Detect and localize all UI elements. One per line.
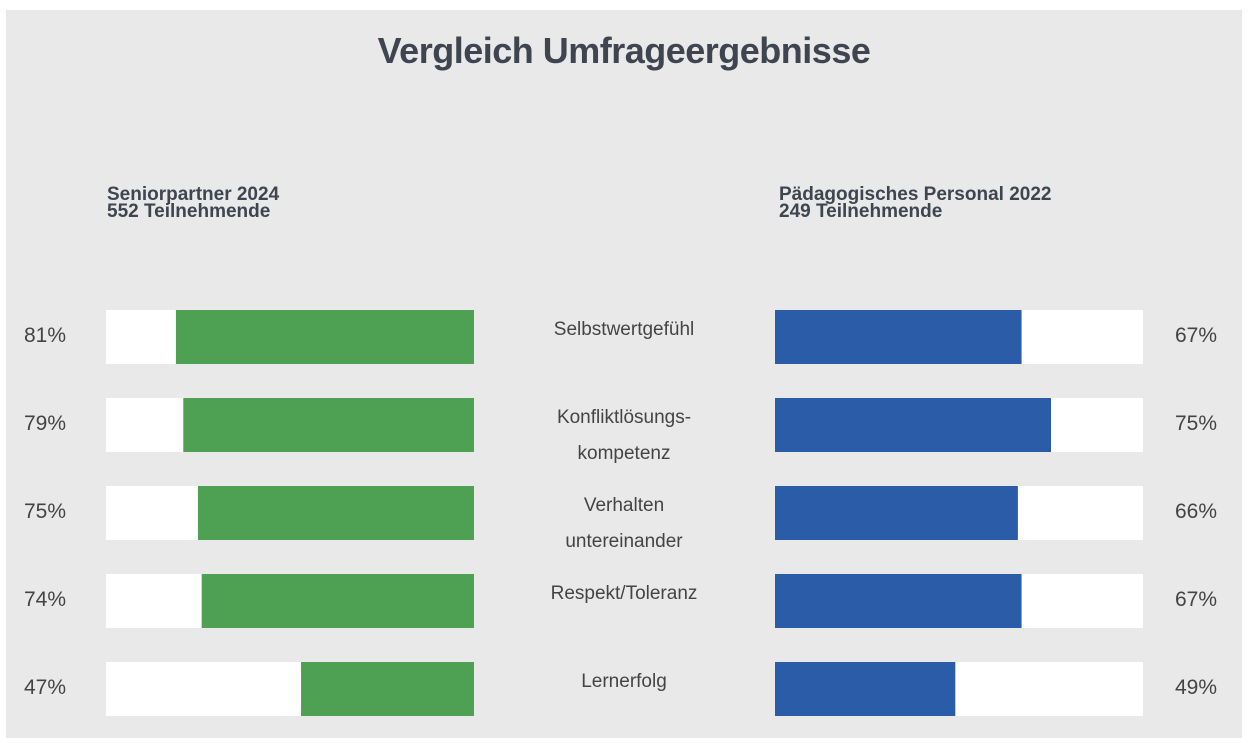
legend-name: Pädagogisches Personal 2022 xyxy=(779,184,1052,205)
chart-title: Vergleich Umfrageergebnisse xyxy=(377,30,871,71)
bar xyxy=(201,574,474,628)
bar xyxy=(775,486,1018,540)
bar xyxy=(775,574,1022,628)
bar xyxy=(175,310,475,364)
value-label: 74% xyxy=(24,588,67,611)
value-label: 47% xyxy=(24,676,67,699)
bar xyxy=(775,398,1051,452)
bar xyxy=(183,398,474,452)
bar xyxy=(775,662,956,716)
value-label: 75% xyxy=(24,500,67,523)
category-label: Lernerfolg xyxy=(581,671,667,692)
value-label: 49% xyxy=(1175,676,1218,699)
bar xyxy=(198,486,474,540)
legend-subtitle: 249 Teilnehmende xyxy=(779,201,943,222)
value-label: 81% xyxy=(24,324,67,347)
value-label: 66% xyxy=(1175,500,1218,523)
bar xyxy=(775,310,1022,364)
category-label: Verhalten untereinander xyxy=(565,495,683,552)
value-label: 75% xyxy=(1175,412,1218,435)
bar xyxy=(301,662,474,716)
value-label: 67% xyxy=(1175,588,1218,611)
value-label: 79% xyxy=(24,412,67,435)
category-label: Respekt/Toleranz xyxy=(550,583,698,604)
legend-subtitle: 552 Teilnehmende xyxy=(107,201,271,222)
category-label: Konfliktlösungs-kompetenz xyxy=(556,407,692,464)
value-label: 67% xyxy=(1175,324,1218,347)
legend-name: Seniorpartner 2024 xyxy=(107,184,280,205)
category-label: Selbstwertgefühl xyxy=(553,319,695,340)
